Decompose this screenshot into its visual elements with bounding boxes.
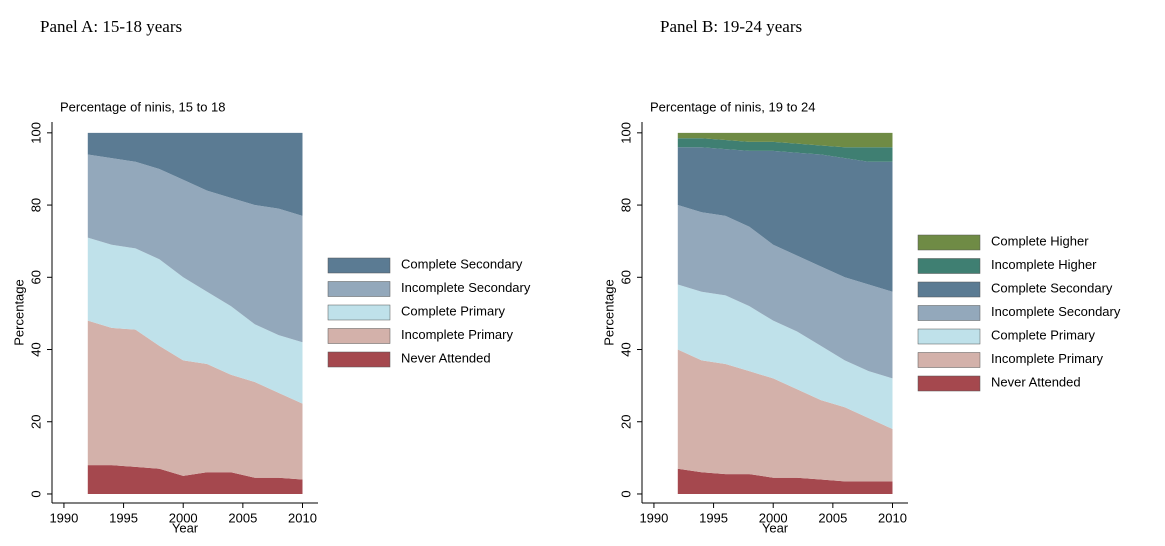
area: [87, 132, 303, 216]
y-tick-label: 40: [28, 342, 43, 356]
x-tick-label: 2000: [169, 510, 198, 525]
legend-swatch: [327, 328, 391, 344]
area: [677, 284, 893, 429]
legend-swatch: [917, 375, 981, 392]
legend-swatch: [327, 281, 391, 297]
legend-label: Incomplete Secondary: [401, 280, 531, 295]
legend-swatch: [327, 304, 391, 321]
area: [677, 147, 893, 292]
y-tick-label: 80: [28, 198, 43, 212]
y-tick-label: 20: [618, 415, 633, 429]
chart-title: Percentage of ninis, 15 to 18: [60, 99, 226, 114]
x-axis-label: Year: [762, 520, 789, 535]
x-tick-label: 2005: [818, 510, 847, 525]
panel-label: Panel B: 19-24 years: [660, 17, 802, 36]
legend-swatch: [917, 281, 981, 298]
area: [87, 237, 303, 404]
y-axis-label: Percentage: [11, 279, 26, 346]
legend-label: Complete Secondary: [991, 280, 1113, 295]
area: [677, 349, 893, 482]
legend-swatch: [917, 328, 981, 345]
y-tick-label: 60: [28, 270, 43, 284]
x-tick-label: 2000: [759, 510, 788, 525]
y-tick-label: 60: [618, 270, 633, 284]
x-tick-label: 1995: [699, 510, 728, 525]
x-tick-label: 2010: [288, 510, 317, 525]
legend-swatch: [917, 305, 981, 321]
y-axis-label: Percentage: [601, 279, 616, 346]
legend-label: Incomplete Higher: [991, 257, 1097, 272]
x-tick-label: 2005: [228, 510, 257, 525]
legend-swatch: [327, 257, 391, 274]
y-tick-label: 40: [618, 342, 633, 356]
legend-swatch: [917, 258, 981, 274]
area: [677, 132, 893, 148]
legend-label: Incomplete Primary: [991, 351, 1103, 366]
area: [677, 138, 893, 162]
y-tick-label: 80: [618, 198, 633, 212]
legend-label: Complete Higher: [991, 233, 1089, 248]
area: [677, 205, 893, 379]
x-tick-label: 1990: [639, 510, 668, 525]
x-tick-label: 1995: [109, 510, 138, 525]
legend-label: Never Attended: [991, 374, 1081, 389]
x-axis-label: Year: [172, 520, 199, 535]
legend-swatch: [917, 352, 981, 368]
legend-label: Complete Primary: [991, 327, 1096, 342]
legend-label: Complete Secondary: [401, 256, 523, 271]
area: [87, 154, 303, 343]
legend-label: Never Attended: [401, 350, 491, 365]
x-tick-label: 1990: [49, 510, 78, 525]
area: [87, 465, 303, 494]
y-tick-label: 20: [28, 415, 43, 429]
legend-label: Incomplete Secondary: [991, 304, 1121, 319]
y-tick-label: 100: [28, 122, 43, 144]
panel-label: Panel A: 15-18 years: [40, 17, 182, 36]
area: [87, 320, 303, 480]
x-tick-label: 2010: [878, 510, 907, 525]
legend-swatch: [327, 351, 391, 368]
chart-title: Percentage of ninis, 19 to 24: [650, 99, 816, 114]
y-tick-label: 0: [618, 490, 633, 497]
legend-label: Complete Primary: [401, 303, 506, 318]
legend-label: Incomplete Primary: [401, 327, 513, 342]
y-tick-label: 100: [618, 122, 633, 144]
area: [677, 468, 893, 494]
legend-swatch: [917, 234, 981, 251]
y-tick-label: 0: [28, 490, 43, 497]
